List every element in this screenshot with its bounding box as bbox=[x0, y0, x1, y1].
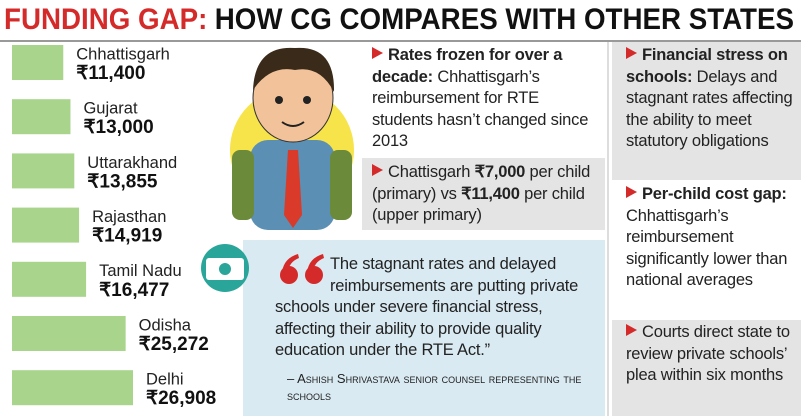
arrow bbox=[372, 164, 383, 176]
category-label: Chhattisgarh bbox=[76, 45, 170, 63]
note-box bbox=[612, 42, 801, 180]
note-text: Chhattisgarh’s reimbursement for RTE stu… bbox=[372, 67, 589, 151]
note-text: ₹11,400 bbox=[461, 184, 520, 203]
quote: The stagnant rates and delayed reimburse… bbox=[275, 254, 597, 362]
quote-box bbox=[243, 240, 605, 416]
rupee-icon bbox=[201, 244, 249, 292]
category-label: Gujarat bbox=[83, 100, 138, 118]
category-label: Tamil Nadu bbox=[99, 262, 182, 280]
note-text: ₹7,000 bbox=[474, 163, 526, 181]
title-highlight: FUNDING GAP: bbox=[4, 3, 207, 36]
note-text: Delays and stagnant rates affecting the … bbox=[626, 67, 793, 151]
note: Chattisgarh ₹7,000 per child (primary) v… bbox=[372, 162, 602, 227]
value-label: ₹14,919 bbox=[92, 226, 162, 247]
bar bbox=[12, 99, 71, 135]
value-label: ₹13,000 bbox=[83, 117, 153, 138]
note-lead: Financial stress on schools: bbox=[626, 46, 788, 86]
category-label: Delhi bbox=[146, 371, 184, 389]
category-label: Uttarakhand bbox=[87, 154, 177, 172]
note-text: Chattisgarh bbox=[388, 163, 475, 181]
value-label: ₹16,477 bbox=[99, 280, 169, 301]
note-lead: Rates frozen for over a decade: bbox=[372, 46, 563, 86]
quote-attribution: – Ashish Shrivastava senior counsel repr… bbox=[287, 371, 582, 403]
value-label: ₹13,855 bbox=[87, 171, 158, 192]
quote-text: The stagnant rates and delayed reimburse… bbox=[275, 255, 579, 359]
category-label: Rajasthan bbox=[92, 208, 166, 226]
title-text: HOW CG COMPARES WITH OTHER STATES bbox=[215, 3, 794, 36]
note: Courts direct state to review private sc… bbox=[626, 322, 798, 387]
category-label: Odisha bbox=[139, 316, 192, 334]
note: Rates frozen for over a decade: Chhattis… bbox=[372, 45, 602, 153]
note-text: per child (upper primary) bbox=[372, 184, 585, 225]
quote-mark bbox=[280, 254, 324, 284]
note-box bbox=[362, 158, 605, 230]
arrow bbox=[626, 186, 637, 198]
note-lead: Per-child cost gap: bbox=[642, 185, 787, 203]
note-text: Chhattisgarh’s reimbursement significant… bbox=[626, 206, 788, 290]
bar bbox=[12, 153, 75, 189]
value-label: ₹25,272 bbox=[139, 334, 209, 355]
bar bbox=[12, 45, 64, 80]
arrow bbox=[372, 47, 383, 59]
arrow bbox=[626, 47, 637, 59]
value-label: ₹26,908 bbox=[146, 388, 216, 409]
bar bbox=[12, 316, 126, 351]
note: Financial stress on schools: Delays and … bbox=[626, 45, 798, 153]
note-text: Courts direct state to review private sc… bbox=[626, 323, 790, 384]
chart-title: FUNDING GAP:HOW CG COMPARES WITH OTHER S… bbox=[4, 3, 794, 36]
arrow bbox=[626, 324, 637, 336]
note: Per-child cost gap: Chhattisgarh’s reimb… bbox=[626, 184, 798, 292]
note-text: per child (primary) vs bbox=[372, 163, 591, 203]
bar bbox=[12, 370, 133, 406]
value-label: ₹11,400 bbox=[76, 63, 145, 84]
bar bbox=[12, 207, 80, 243]
illustration bbox=[230, 47, 354, 230]
note-box bbox=[612, 320, 801, 416]
bar bbox=[12, 261, 87, 297]
